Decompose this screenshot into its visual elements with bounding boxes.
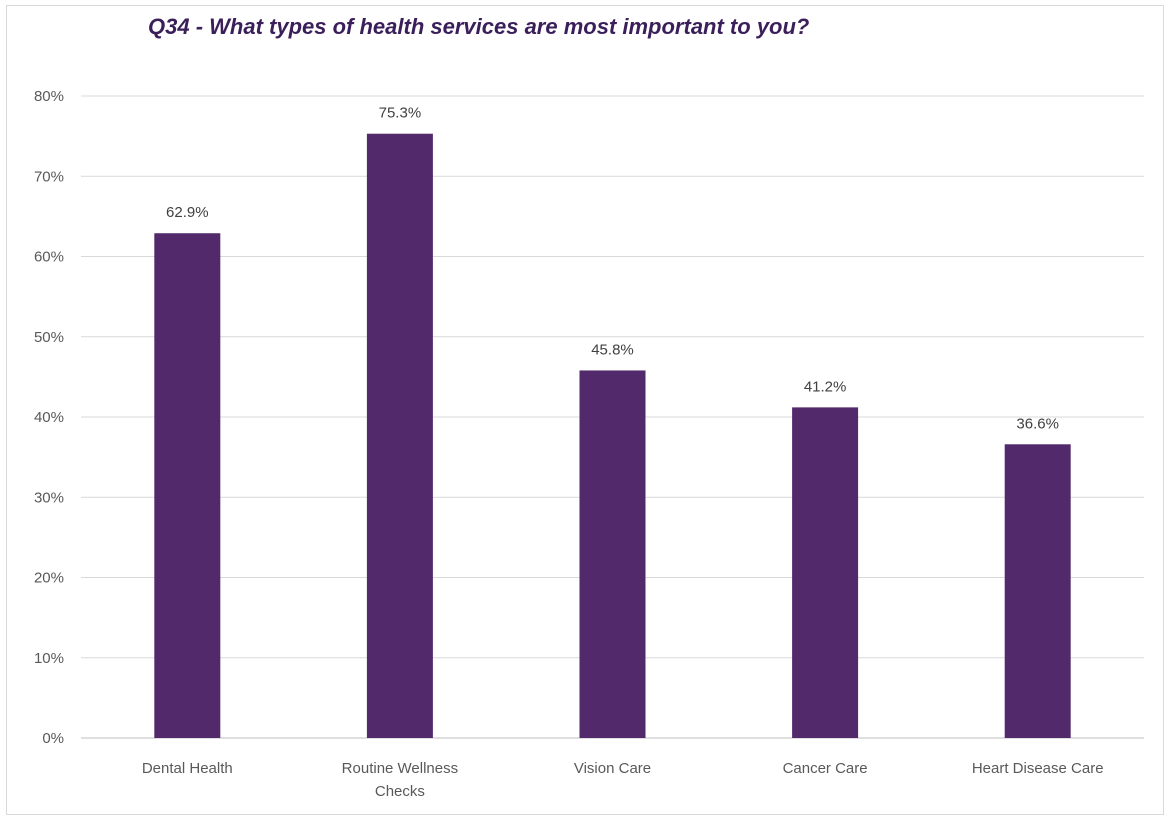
- y-tick-label: 70%: [34, 168, 64, 185]
- y-tick-label: 80%: [34, 88, 64, 105]
- y-tick-label: 60%: [34, 249, 64, 266]
- x-tick-label: Cancer Care: [783, 760, 868, 777]
- bar: [366, 133, 433, 738]
- y-tick-label: 30%: [34, 489, 64, 506]
- y-tick-label: 0%: [42, 730, 64, 747]
- x-tick-label: Heart Disease Care: [972, 760, 1104, 777]
- bar: [154, 233, 221, 739]
- data-label: 45.8%: [591, 341, 634, 358]
- data-label: 41.2%: [804, 378, 847, 395]
- x-tick-label: Dental Health: [142, 760, 233, 777]
- bar: [1004, 444, 1071, 738]
- chart-title: Q34 - What types of health services are …: [148, 14, 810, 39]
- x-tick-label: Checks: [375, 783, 425, 800]
- y-tick-label: 20%: [34, 570, 64, 587]
- y-tick-label: 50%: [34, 329, 64, 346]
- bar: [579, 370, 646, 738]
- y-tick-label: 40%: [34, 409, 64, 426]
- y-tick-label: 10%: [34, 650, 64, 667]
- x-tick-label: Vision Care: [574, 760, 651, 777]
- data-label: 36.6%: [1016, 415, 1059, 432]
- bar: [792, 407, 859, 738]
- data-label: 62.9%: [166, 204, 209, 221]
- x-tick-label: Routine Wellness: [342, 760, 458, 777]
- data-label: 75.3%: [379, 105, 422, 122]
